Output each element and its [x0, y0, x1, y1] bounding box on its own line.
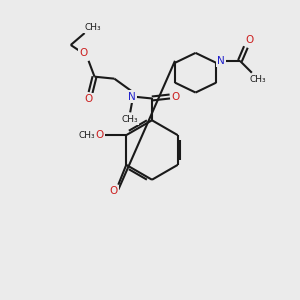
Text: CH₃: CH₃ — [122, 115, 139, 124]
Text: O: O — [109, 186, 118, 196]
Text: O: O — [80, 48, 88, 58]
Text: O: O — [84, 94, 93, 104]
Text: N: N — [217, 56, 225, 66]
Text: O: O — [95, 130, 104, 140]
Text: O: O — [246, 35, 254, 45]
Text: O: O — [172, 92, 180, 101]
Text: CH₃: CH₃ — [250, 75, 266, 84]
Text: CH₃: CH₃ — [84, 22, 101, 32]
Text: N: N — [128, 92, 136, 101]
Text: CH₃: CH₃ — [78, 130, 95, 140]
